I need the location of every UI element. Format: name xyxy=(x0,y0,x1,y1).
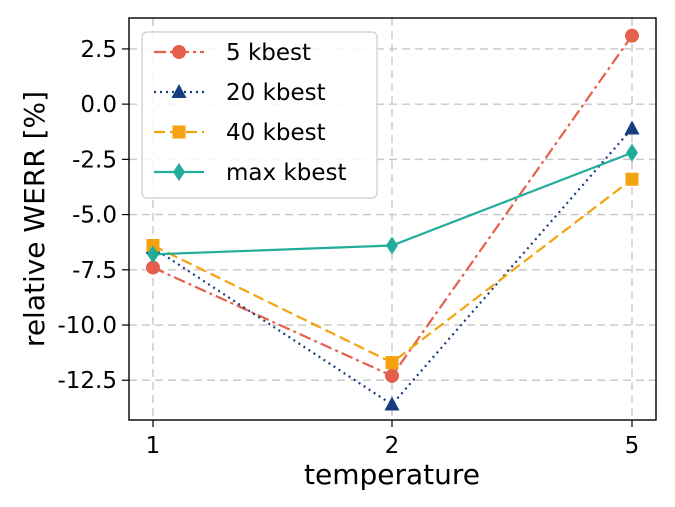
data-point xyxy=(385,356,399,370)
data-point xyxy=(625,172,639,186)
y-tick-label: -2.5 xyxy=(72,147,117,173)
legend-box xyxy=(141,31,378,199)
legend-marker xyxy=(172,45,186,59)
legend-marker xyxy=(173,163,185,181)
data-point xyxy=(146,260,160,275)
legend-item: max kbest xyxy=(154,160,347,186)
x-axis-label: temperature xyxy=(304,458,480,491)
x-tick-label: 1 xyxy=(146,433,161,459)
y-axis-label: relative WERR [%] xyxy=(18,91,51,347)
legend-label: 5 kbest xyxy=(226,40,311,66)
y-tick-label: 0.0 xyxy=(80,92,117,118)
series-line xyxy=(152,127,633,406)
legend-label: 20 kbest xyxy=(226,80,326,106)
y-tick-label: -7.5 xyxy=(72,258,117,284)
legend-label: 40 kbest xyxy=(226,120,326,146)
x-tick-label: 5 xyxy=(625,433,640,459)
data-point xyxy=(147,245,159,264)
legend-label: max kbest xyxy=(226,160,347,186)
data-point xyxy=(385,368,399,383)
legend: 5 kbest 20 kbest 40 kbest max kbest xyxy=(141,31,378,199)
series-5-kbest xyxy=(146,28,639,383)
data-point xyxy=(386,236,398,255)
y-tick-label: -5.0 xyxy=(72,203,117,229)
data-point xyxy=(384,396,400,411)
data-point xyxy=(626,143,638,162)
legend-marker xyxy=(172,125,186,139)
y-tick-label: 2.5 xyxy=(80,37,117,63)
y-tick-label: -12.5 xyxy=(57,368,117,394)
legend-item: 40 kbest xyxy=(154,120,326,146)
legend-item: 5 kbest xyxy=(154,40,311,66)
series-max-kbest xyxy=(147,143,638,264)
x-tick-label: 2 xyxy=(385,433,400,459)
legend-item: 20 kbest xyxy=(154,80,326,106)
data-point xyxy=(624,120,640,135)
legend-marker xyxy=(171,84,187,98)
y-tick-label: -10.0 xyxy=(57,313,117,339)
data-point xyxy=(625,28,639,43)
